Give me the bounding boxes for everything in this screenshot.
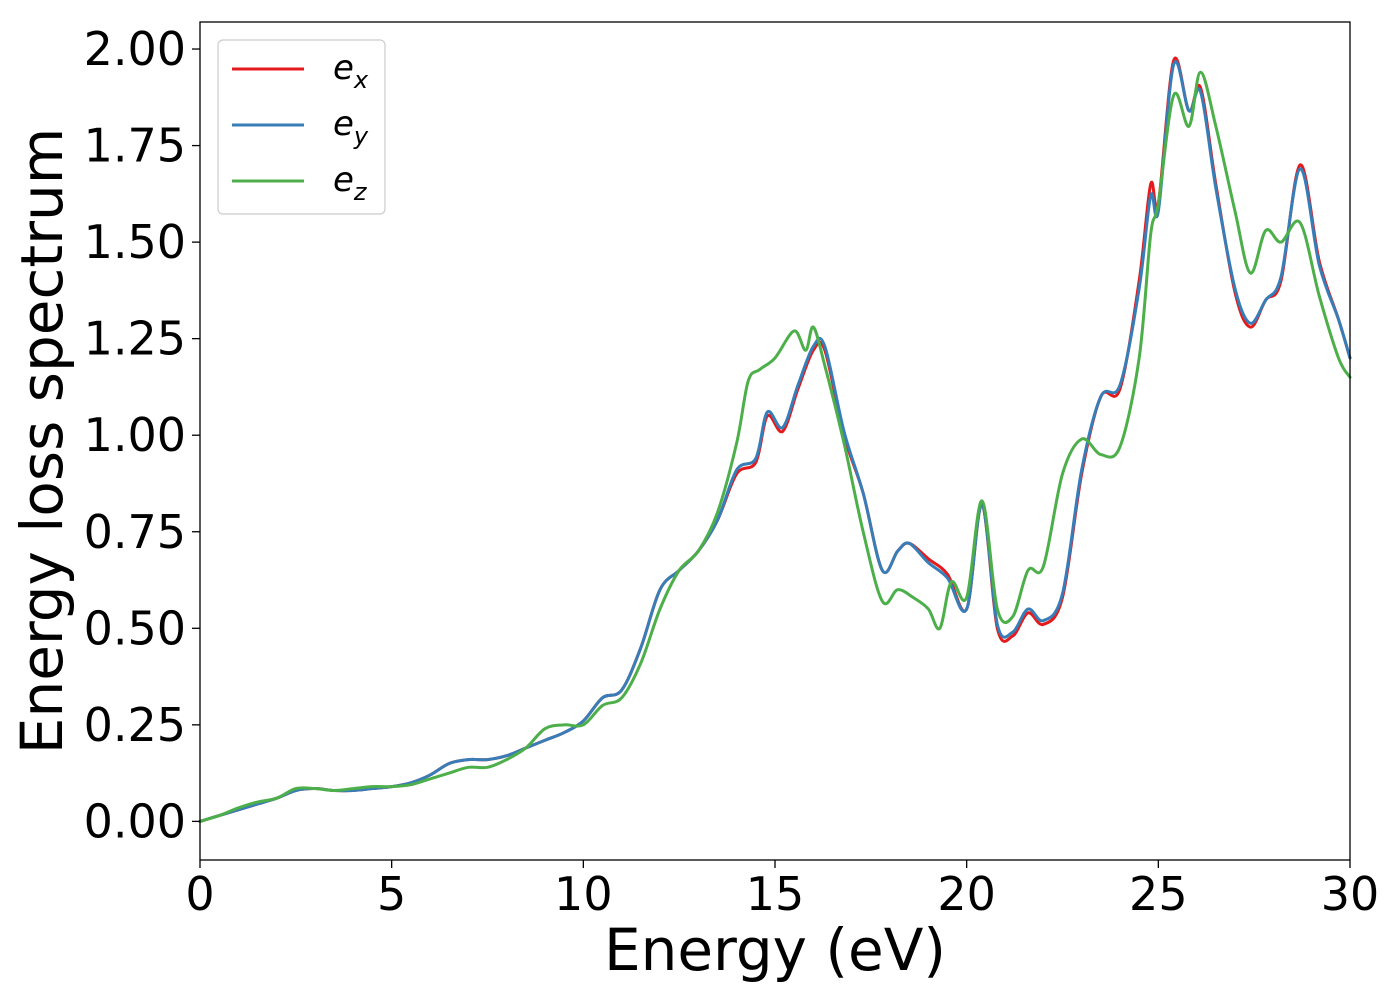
series-layer: [198, 56, 1352, 823]
y-tick-label: 0.00: [84, 794, 186, 848]
y-tick-label: 1.75: [84, 119, 186, 173]
y-tick-label: 0.75: [84, 505, 186, 559]
legend-label-y: ey: [333, 104, 369, 150]
x-tick-label: 20: [937, 867, 996, 921]
series-line-y: [198, 60, 1352, 823]
y-axis-label: Energy loss spectrum: [8, 128, 76, 754]
x-tick-label: 15: [746, 867, 805, 921]
legend-frame: [217, 39, 386, 215]
x-axis-label: Energy (eV): [604, 916, 946, 984]
x-axis: 0 5 10 15 20 25 30: [185, 860, 1379, 921]
x-tick-label: 30: [1321, 867, 1380, 921]
x-tick-label: 5: [377, 867, 406, 921]
legend-label-subscript: y: [353, 122, 369, 150]
y-axis: 0.00 0.25 0.50 0.75 1.00 1.25 1.50 1.75 2.00: [84, 22, 200, 848]
y-tick-label: 0.25: [84, 698, 186, 752]
x-tick-label: 25: [1129, 867, 1188, 921]
y-tick-label: 1.00: [84, 408, 186, 462]
series-line-z: [198, 70, 1352, 823]
legend-label-subscript: z: [353, 178, 368, 206]
x-tick-label: 0: [185, 867, 214, 921]
legend-label-base: e: [333, 48, 354, 88]
legend-label-base: e: [333, 160, 354, 200]
y-tick-label: 1.25: [84, 312, 186, 366]
legend-label-base: e: [333, 104, 354, 144]
x-tick-label: 10: [554, 867, 613, 921]
legend-label-subscript: x: [353, 66, 369, 94]
y-tick-label: 2.00: [84, 22, 186, 76]
legend-label-z: ez: [333, 160, 368, 206]
legend-label-x: ex: [333, 48, 369, 94]
y-tick-label: 0.50: [84, 601, 186, 655]
y-tick-label: 1.50: [84, 215, 186, 269]
